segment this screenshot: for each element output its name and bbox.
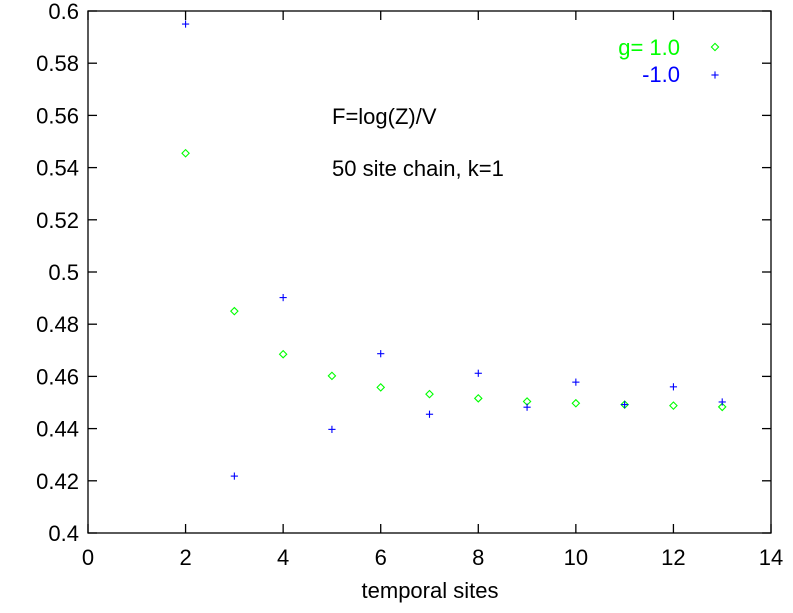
y-tick-label: 0.42: [36, 469, 79, 494]
series-2: [181, 20, 726, 480]
diamond-point: [181, 148, 190, 158]
diamond-point: [376, 382, 386, 392]
diamond-point: [571, 398, 581, 408]
legend-markers: [710, 42, 720, 79]
x-axis-ticks: 0 2 4 6 8 10 12 14: [82, 11, 783, 570]
y-tick-label: 0.6: [48, 0, 79, 24]
y-tick-label: 0.5: [48, 260, 79, 285]
plot-frame: [87, 10, 772, 534]
plus-point: [377, 350, 385, 358]
y-tick-label: 0.46: [36, 364, 79, 389]
x-tick-label: 0: [82, 545, 94, 570]
plus-point: [621, 400, 629, 409]
diamond-point: [229, 306, 239, 316]
diamond-point: [669, 401, 678, 411]
y-tick-label: 0.44: [36, 417, 79, 442]
y-tick-label: 0.48: [36, 312, 79, 337]
plus-point: [523, 403, 531, 411]
diamond-point: [327, 371, 337, 381]
x-tick-label: 12: [661, 545, 685, 570]
legend-label-g-1: g= 1.0: [618, 35, 680, 60]
y-tick-label: 0.54: [36, 156, 79, 181]
legend-marker-1: [710, 42, 720, 52]
diamond-point: [425, 389, 434, 399]
y-tick-label: 0.52: [36, 208, 79, 233]
diamond-point: [278, 349, 288, 359]
plus-point: [425, 410, 434, 418]
x-tick-label: 14: [759, 545, 783, 570]
x-tick-label: 6: [375, 545, 387, 570]
plot-area: [87, 10, 772, 534]
y-tick-label: 0.56: [36, 103, 79, 128]
y-axis-ticks: 0.4 0.42 0.44 0.46 0.48 0.5 0.52 0.54 0.56 0.58 0.…: [36, 0, 771, 546]
legend-marker-2: [711, 71, 719, 79]
x-tick-label: 4: [277, 545, 289, 570]
legend-label-g-minus-1: -1.0: [642, 62, 680, 87]
plus-point: [230, 472, 238, 480]
data-series: [181, 20, 727, 480]
plus-point: [572, 378, 580, 386]
legend: g= 1.0 -1.0: [618, 35, 720, 87]
diamond-point: [717, 402, 727, 412]
y-tick-label: 0.58: [36, 51, 79, 76]
y-tick-label: 0.4: [48, 521, 79, 546]
x-tick-label: 10: [564, 545, 588, 570]
annotation-formula: F=log(Z)/V: [332, 104, 437, 129]
x-axis-label: temporal sites: [362, 578, 499, 603]
series-1: [181, 148, 727, 412]
plus-point: [474, 369, 482, 377]
plus-point: [669, 383, 678, 391]
x-tick-label: 8: [472, 545, 484, 570]
annotation-chain: 50 site chain, k=1: [332, 156, 504, 181]
x-tick-label: 2: [179, 545, 191, 570]
plus-point: [718, 398, 726, 406]
plus-point: [181, 20, 190, 28]
diamond-point: [473, 393, 483, 403]
plus-point: [279, 293, 287, 302]
plus-point: [328, 425, 336, 433]
